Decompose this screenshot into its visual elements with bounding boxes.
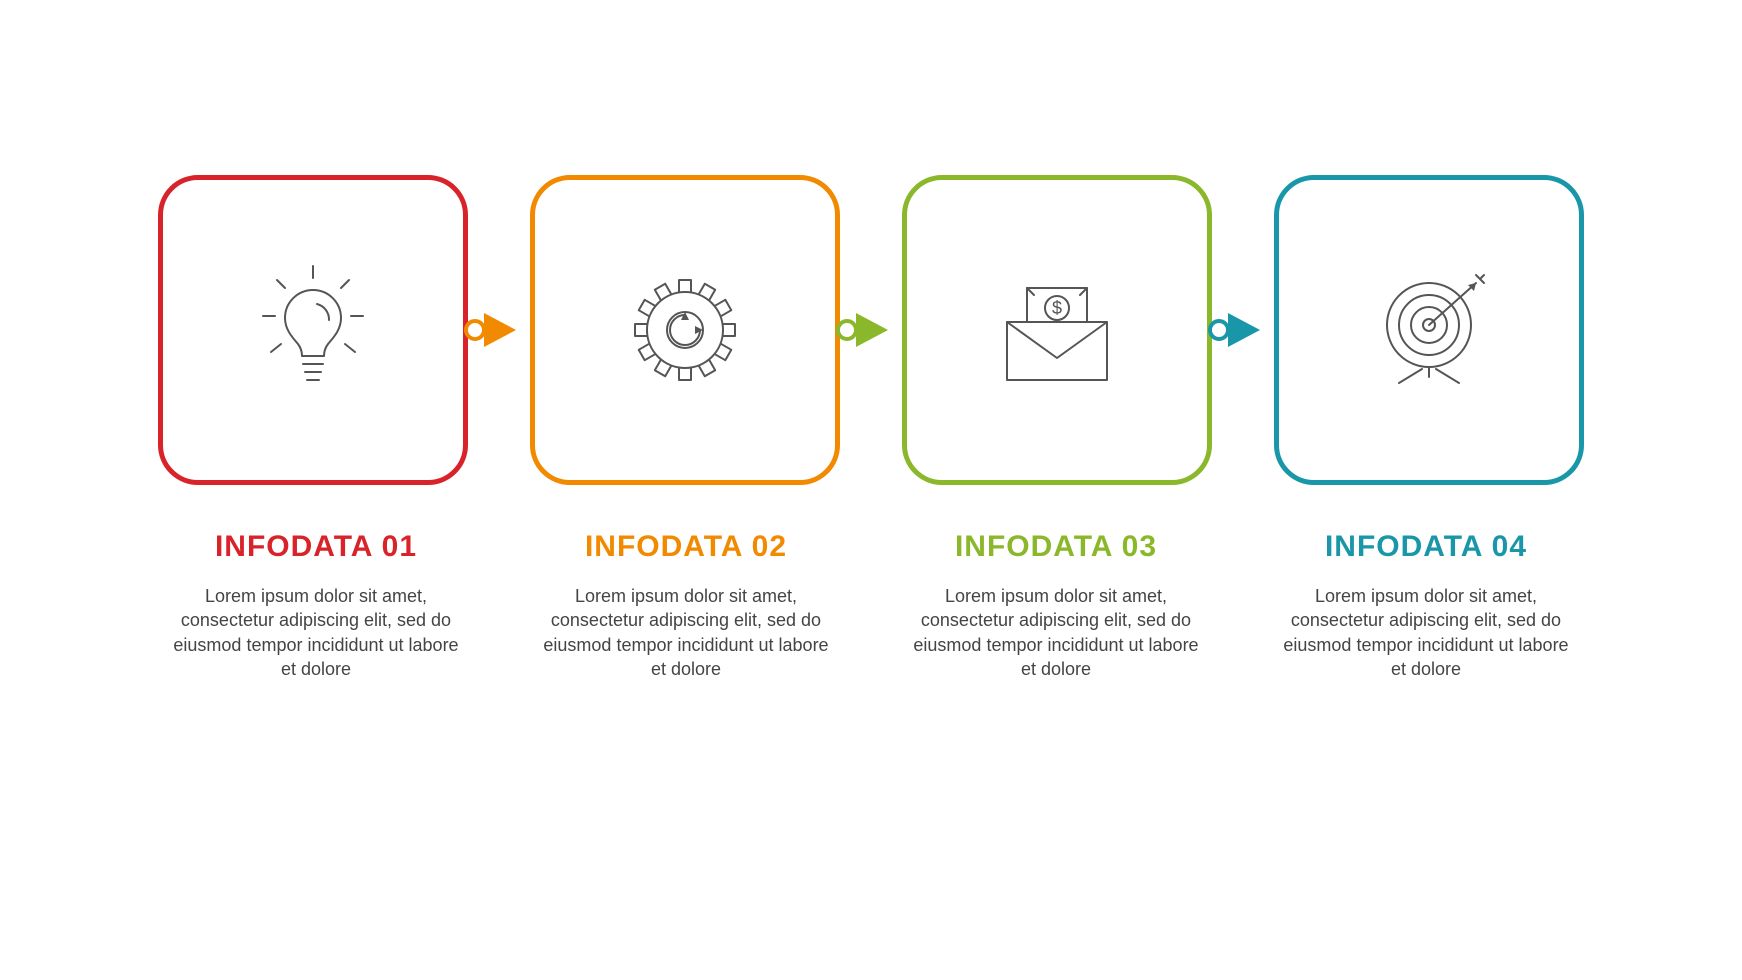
step-box-02 <box>530 175 840 485</box>
captions-row: INFODATA 01 Lorem ipsum dolor sit amet, c… <box>0 530 1742 681</box>
caption-title-01: INFODATA 01 <box>166 530 466 564</box>
caption-body-04: Lorem ipsum dolor sit amet, consectetur … <box>1276 584 1576 681</box>
step-01 <box>158 175 468 485</box>
connector-01-to-02 <box>464 310 534 350</box>
money-envelope-icon: $ <box>992 270 1122 390</box>
caption-01: INFODATA 01 Lorem ipsum dolor sit amet, c… <box>166 530 466 681</box>
step-04 <box>1274 175 1584 485</box>
step-box-01 <box>158 175 468 485</box>
step-box-03: $ <box>902 175 1212 485</box>
caption-04: INFODATA 04 Lorem ipsum dolor sit amet, c… <box>1276 530 1576 681</box>
step-box-04 <box>1274 175 1584 485</box>
step-03: $ <box>902 175 1212 485</box>
target-icon <box>1364 265 1494 395</box>
svg-text:$: $ <box>1052 298 1062 318</box>
caption-body-01: Lorem ipsum dolor sit amet, consectetur … <box>166 584 466 681</box>
connector-03-to-04 <box>1208 310 1278 350</box>
step-02 <box>530 175 840 485</box>
gear-icon <box>625 270 745 390</box>
caption-title-03: INFODATA 03 <box>906 530 1206 564</box>
lightbulb-icon <box>253 260 373 400</box>
caption-03: INFODATA 03 Lorem ipsum dolor sit amet, c… <box>906 530 1206 681</box>
caption-body-03: Lorem ipsum dolor sit amet, consectetur … <box>906 584 1206 681</box>
caption-02: INFODATA 02 Lorem ipsum dolor sit amet, c… <box>536 530 836 681</box>
caption-body-02: Lorem ipsum dolor sit amet, consectetur … <box>536 584 836 681</box>
infographic-stage: $ INFODATA 01 Lorem ipsum dolor sit amet,… <box>0 0 1742 980</box>
caption-title-04: INFODATA 04 <box>1276 530 1576 564</box>
caption-title-02: INFODATA 02 <box>536 530 836 564</box>
steps-row: $ <box>0 175 1742 485</box>
connector-02-to-03 <box>836 310 906 350</box>
